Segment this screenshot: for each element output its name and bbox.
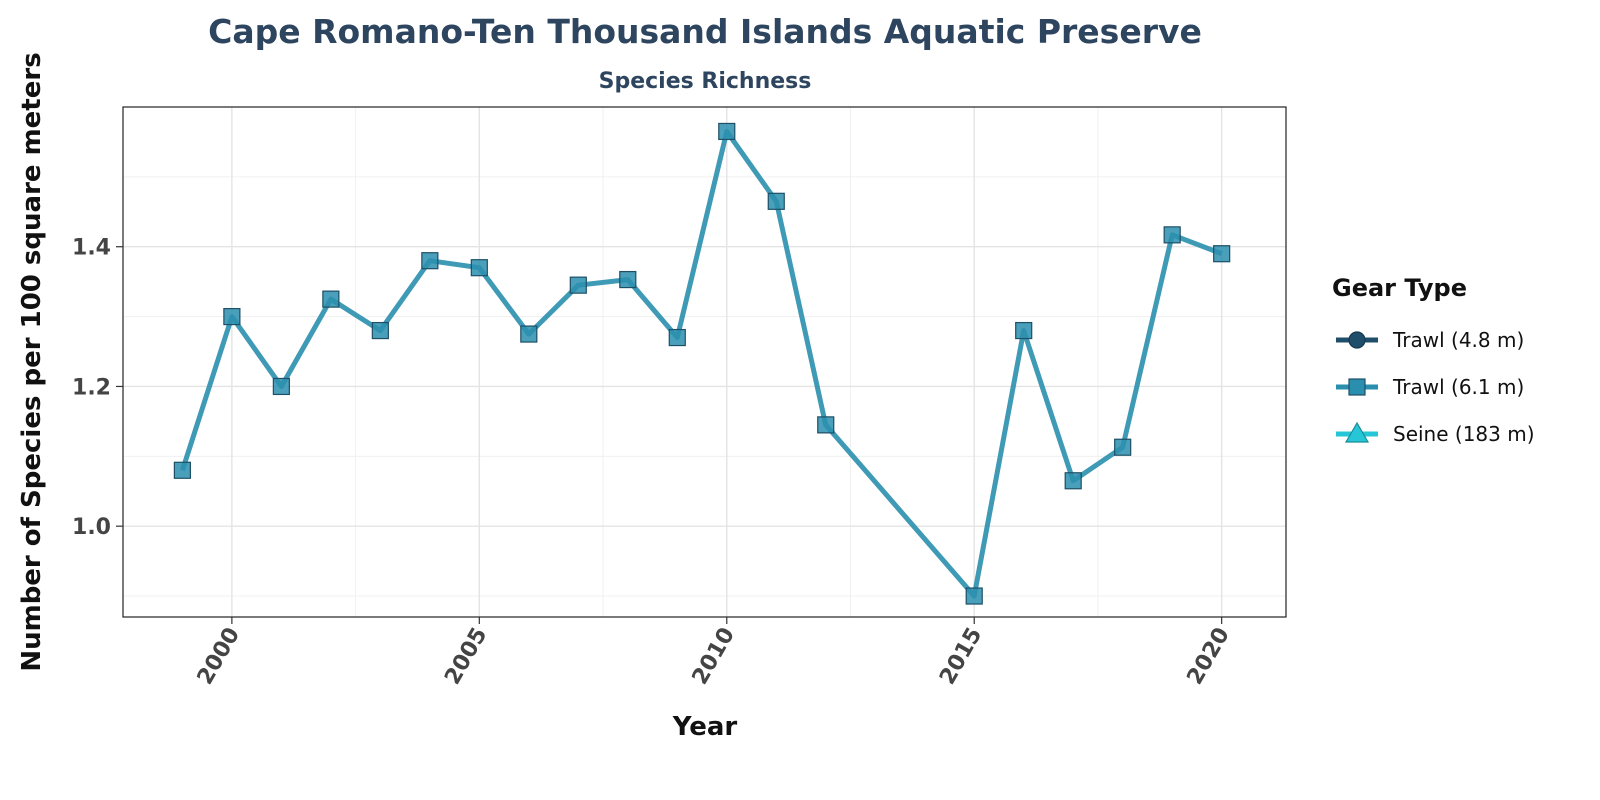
- triangle-marker-icon: [1344, 421, 1370, 443]
- legend-label: Trawl (6.1 m): [1392, 375, 1524, 399]
- data-point: [322, 290, 340, 308]
- data-point: [1213, 245, 1231, 263]
- legend-label: Trawl (4.8 m): [1392, 328, 1524, 352]
- x-tick-label: 2020: [1183, 624, 1235, 690]
- legend-entry: Trawl (4.8 m): [1336, 328, 1524, 352]
- data-point: [371, 321, 389, 340]
- data-point: [965, 587, 983, 605]
- y-tick-label: 1.4: [72, 236, 111, 261]
- grid: [123, 107, 1286, 617]
- x-tick-label: 2000: [193, 624, 245, 690]
- data-point: [767, 192, 785, 210]
- plot-panel: [122, 106, 1287, 618]
- data-point: [619, 270, 637, 289]
- data-point: [569, 276, 587, 294]
- data-point: [718, 122, 736, 141]
- x-tick-label: 2015: [935, 624, 987, 690]
- legend-entry: Trawl (6.1 m): [1336, 375, 1524, 399]
- legend: Gear Type Trawl (4.8 m) Trawl (6.1 m) Sein…: [1332, 274, 1535, 446]
- x-tick-label: 2005: [440, 624, 492, 690]
- legend-title: Gear Type: [1332, 274, 1467, 302]
- data-point: [1064, 472, 1082, 490]
- x-axis-title: Year: [672, 712, 738, 742]
- data-point: [223, 307, 241, 326]
- axis-ticks: 2000 2005 2010 2015 2020 1.0 1.2 1.4: [72, 236, 1235, 689]
- y-axis-title: Number of Species per 100 square meters: [17, 52, 47, 671]
- data-point: [272, 377, 290, 396]
- chart-subtitle: Species Richness: [599, 69, 812, 94]
- data-point: [1015, 321, 1033, 340]
- data-point: [421, 252, 439, 270]
- y-tick-label: 1.2: [72, 375, 111, 400]
- circle-marker-icon: [1348, 331, 1366, 349]
- data-point: [1163, 226, 1181, 244]
- legend-label: Seine (183 m): [1393, 422, 1535, 446]
- y-tick-label: 1.0: [72, 515, 111, 540]
- data-point: [470, 259, 488, 277]
- data-point: [1114, 438, 1132, 456]
- chart-title: Cape Romano-Ten Thousand Islands Aquatic…: [208, 12, 1202, 51]
- data-point: [668, 328, 686, 347]
- series-layer: [173, 122, 1231, 605]
- data-point: [817, 416, 835, 434]
- data-point: [520, 325, 538, 343]
- square-marker-icon: [1348, 378, 1366, 396]
- data-point: [173, 461, 191, 479]
- x-tick-label: 2010: [688, 624, 740, 690]
- legend-entry: Seine (183 m): [1336, 421, 1535, 446]
